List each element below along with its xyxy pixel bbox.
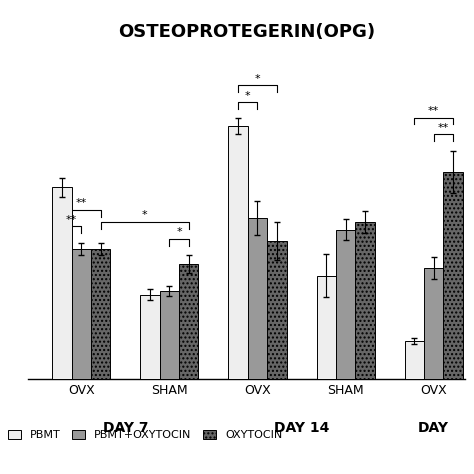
Bar	[336, 229, 356, 379]
Bar	[52, 187, 72, 379]
Text: DAY 14: DAY 14	[274, 421, 329, 436]
Text: *: *	[142, 210, 147, 220]
Text: **: **	[428, 106, 439, 116]
Text: *: *	[255, 74, 260, 84]
Bar	[140, 295, 160, 379]
Text: DAY 7: DAY 7	[102, 421, 148, 436]
Title: OSTEOPROTEGERIN(OPG): OSTEOPROTEGERIN(OPG)	[118, 23, 375, 41]
Bar	[267, 241, 287, 379]
Bar	[424, 268, 443, 379]
Text: **: **	[438, 123, 449, 133]
Bar	[160, 291, 179, 379]
Bar	[405, 341, 424, 379]
Bar	[179, 264, 199, 379]
Bar	[317, 275, 336, 379]
Bar	[91, 249, 110, 379]
Text: **: **	[76, 198, 87, 208]
Text: *: *	[245, 91, 251, 100]
Text: DAY: DAY	[418, 421, 449, 436]
Bar	[356, 222, 374, 379]
Bar	[248, 218, 267, 379]
Bar	[72, 249, 91, 379]
Text: **: **	[66, 215, 77, 225]
Bar	[443, 172, 463, 379]
Bar	[228, 126, 248, 379]
Legend: PBMT, PBMT+OXYTOCIN, OXYTOCIN: PBMT, PBMT+OXYTOCIN, OXYTOCIN	[3, 425, 287, 445]
Text: *: *	[176, 227, 182, 237]
